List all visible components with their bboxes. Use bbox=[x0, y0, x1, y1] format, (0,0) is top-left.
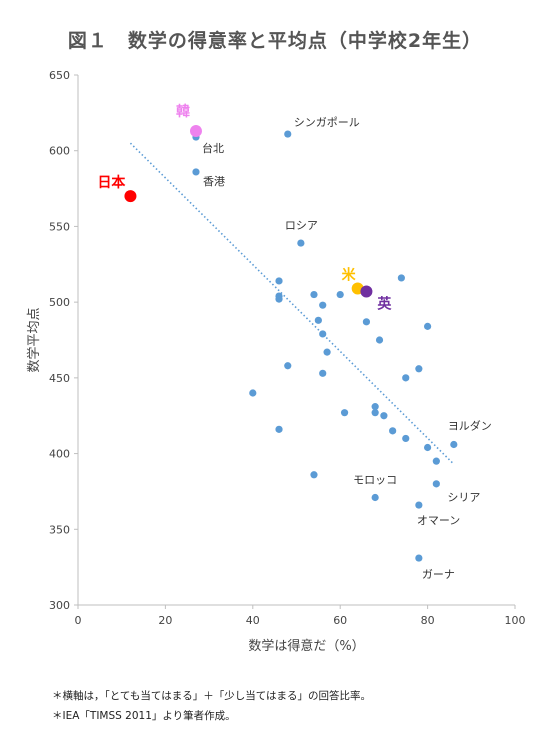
data-point bbox=[275, 295, 283, 303]
data-point bbox=[450, 440, 458, 449]
x-axis-label: 数学は得意だ（%） bbox=[248, 638, 364, 654]
data-point bbox=[310, 471, 318, 479]
y-tick-label: 350 bbox=[49, 523, 70, 536]
y-tick-label: 450 bbox=[49, 372, 70, 385]
data-point-label: シリア bbox=[447, 491, 480, 504]
data-point-label: 台北 bbox=[202, 141, 224, 155]
data-point bbox=[397, 274, 405, 282]
data-point bbox=[371, 403, 379, 411]
x-tick-label: 80 bbox=[421, 614, 435, 627]
data-point-label: 香港 bbox=[203, 175, 225, 188]
x-tick-label: 60 bbox=[333, 614, 347, 627]
y-tick-label: 500 bbox=[49, 296, 70, 309]
highlight-point bbox=[189, 125, 202, 138]
y-tick-label: 600 bbox=[49, 145, 70, 158]
data-point bbox=[310, 290, 318, 299]
data-point bbox=[424, 322, 432, 330]
data-point bbox=[415, 554, 423, 562]
y-tick-label: 400 bbox=[49, 448, 70, 461]
highlight-label: 米 bbox=[342, 267, 357, 284]
data-point bbox=[424, 443, 432, 452]
x-tick-label: 0 bbox=[75, 614, 82, 627]
x-tick-label: 20 bbox=[158, 614, 172, 627]
data-point bbox=[297, 239, 305, 247]
data-point bbox=[380, 412, 388, 420]
highlight-label: 日本 bbox=[97, 174, 126, 191]
data-point bbox=[192, 168, 200, 176]
data-point bbox=[415, 501, 423, 509]
data-point bbox=[432, 457, 440, 465]
x-tick-label: 100 bbox=[505, 614, 526, 627]
highlight-point bbox=[124, 190, 137, 203]
data-point-label: シンガポール bbox=[294, 116, 360, 129]
data-point-label: ロシア bbox=[285, 219, 318, 232]
data-point-label: モロッコ bbox=[353, 473, 397, 486]
data-point bbox=[314, 316, 322, 324]
data-point bbox=[340, 409, 349, 417]
y-tick-label: 300 bbox=[49, 599, 70, 612]
data-point bbox=[362, 318, 371, 326]
data-point bbox=[432, 480, 440, 488]
data-point bbox=[389, 427, 397, 435]
data-point bbox=[319, 301, 327, 309]
data-point bbox=[275, 425, 283, 433]
highlight-label: 英 bbox=[376, 296, 392, 313]
data-point bbox=[249, 389, 257, 397]
highlight-point bbox=[360, 285, 373, 298]
data-point bbox=[402, 374, 410, 382]
x-tick-label: 40 bbox=[246, 614, 260, 627]
data-point bbox=[371, 409, 379, 417]
data-point bbox=[415, 365, 423, 373]
data-point bbox=[375, 336, 384, 344]
data-point bbox=[319, 369, 327, 377]
data-point bbox=[284, 130, 292, 138]
data-point bbox=[284, 362, 292, 370]
data-point bbox=[402, 434, 410, 443]
data-point-label: オマーン bbox=[417, 514, 460, 527]
data-point bbox=[275, 277, 283, 285]
data-point bbox=[319, 330, 327, 338]
data-point bbox=[323, 348, 331, 356]
footnote-axis: ＊横軸は，「とても当てはまる」＋「少し当てはまる」の回答比率。 bbox=[52, 690, 371, 702]
data-point bbox=[336, 290, 344, 299]
y-tick-label: 550 bbox=[49, 220, 70, 233]
data-point-label: ガーナ bbox=[422, 568, 455, 581]
y-axis-label: 数学平均点 bbox=[26, 307, 42, 372]
footnote-source: ＊IEA「TIMSS 2011」より筆者作成。 bbox=[52, 710, 236, 722]
trendline bbox=[129, 142, 455, 465]
highlight-label: 韓 bbox=[176, 103, 190, 120]
page-title: 図１ 数学の得意率と平均点（中学校2年生） bbox=[67, 30, 483, 52]
data-point bbox=[371, 493, 379, 502]
y-tick-label: 650 bbox=[49, 69, 70, 82]
data-point-label: ヨルダン bbox=[448, 418, 492, 432]
